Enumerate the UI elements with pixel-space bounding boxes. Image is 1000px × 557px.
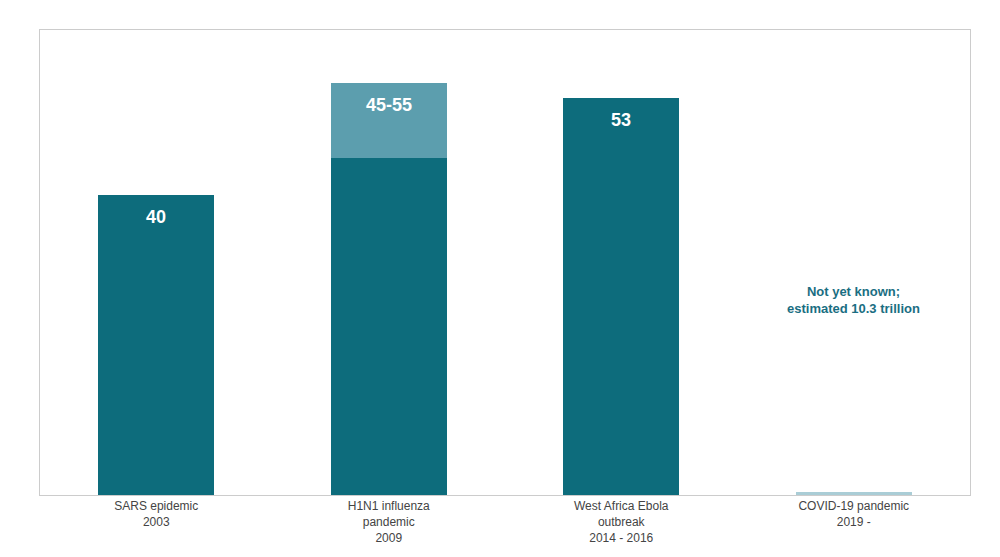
svg-text:West Africa Ebolaoutbreak2014: West Africa Ebolaoutbreak2014 - 2016 bbox=[574, 499, 669, 544]
svg-text:SARS epidemic2003: SARS epidemic2003 bbox=[114, 499, 198, 529]
svg-text:53: 53 bbox=[611, 110, 631, 130]
svg-text:Not yet known;estimated 10.3 t: Not yet known;estimated 10.3 trillion bbox=[787, 284, 920, 316]
svg-text:H1N1 influenzapandemic2009: H1N1 influenzapandemic2009 bbox=[348, 499, 430, 544]
svg-text:COVID-19 pandemic2019 -: COVID-19 pandemic2019 - bbox=[798, 499, 909, 529]
svg-text:40: 40 bbox=[146, 207, 166, 227]
svg-text:45-55: 45-55 bbox=[366, 95, 412, 115]
